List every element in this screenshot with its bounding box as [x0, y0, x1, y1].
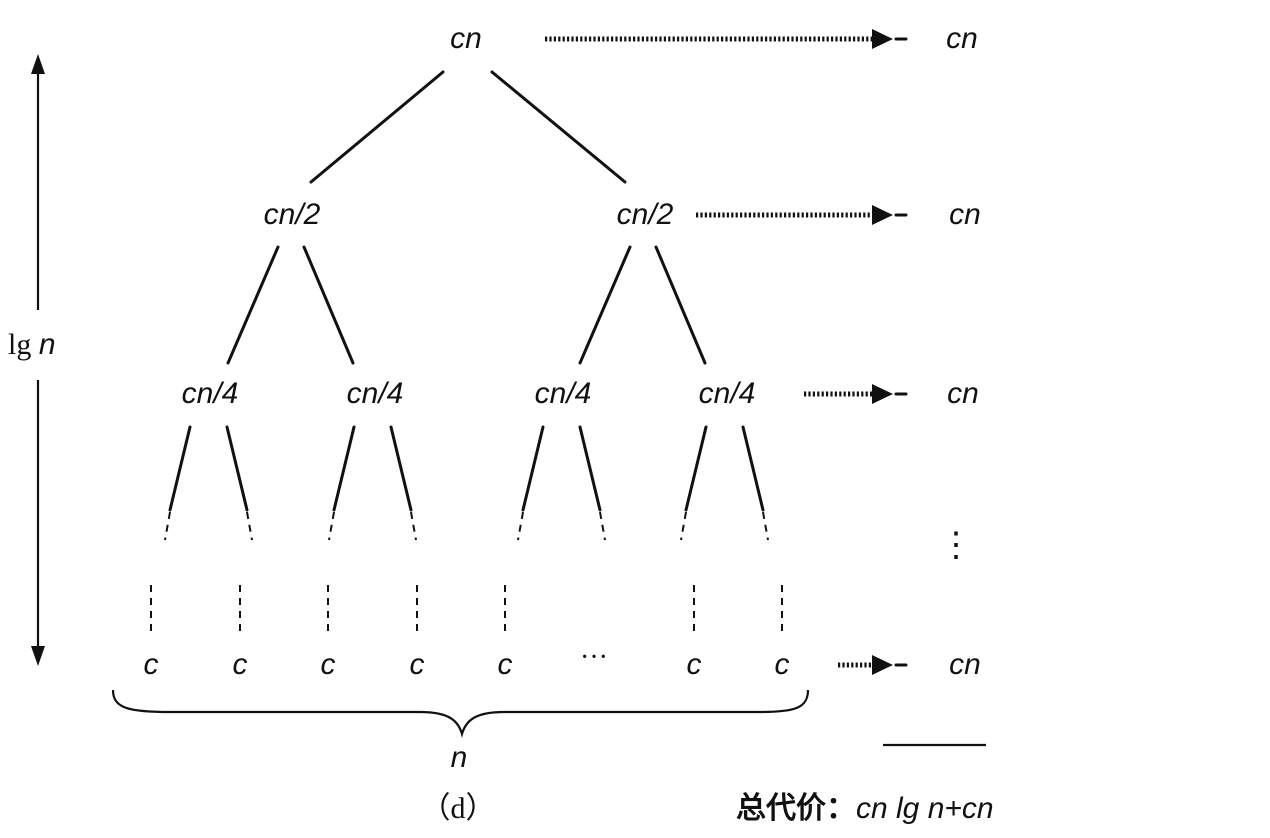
total-cost: 总代价：cn lg n+cn: [736, 791, 994, 826]
node-level1: cn/2: [264, 198, 321, 231]
node-leaf: c: [321, 648, 336, 681]
total-cost-label: 总代价：: [736, 791, 856, 826]
edge-dash-6: [599, 511, 606, 541]
level-cost: cn: [946, 22, 978, 55]
edge-dash-1: [164, 511, 171, 541]
level-costs: cn cn cn cn: [946, 22, 981, 681]
total-cost-value: cn lg n+cn: [856, 792, 994, 825]
tree-edges: [150, 70, 783, 636]
cost-arrow-head-icon: [872, 29, 893, 49]
node-leaf: c: [687, 648, 702, 681]
edge-l2b-left: [332, 425, 356, 512]
edge-root-left: [309, 70, 445, 184]
edge-l2d-left: [684, 425, 708, 512]
edge-l1a-right: [302, 245, 355, 365]
height-axis-down-arrow-icon: [31, 646, 45, 666]
node-level2: cn/4: [535, 377, 592, 410]
node-level2: cn/4: [699, 377, 756, 410]
height-axis-up-arrow-icon: [31, 54, 45, 74]
tree-nodes: cn cn/2 cn/2 cn/4 cn/4 cn/4 cn/4 c c c c…: [144, 22, 790, 681]
leaf-row-ellipsis: ···: [580, 642, 608, 673]
edge-l2a-right: [225, 425, 249, 512]
leaf-width-brace: [111, 689, 810, 738]
cost-arrow-head-icon: [872, 384, 893, 404]
edge-dash-4: [410, 511, 417, 541]
figure-caption: （d）: [421, 792, 496, 825]
cost-arrow-head-icon: [872, 205, 893, 225]
level-cost: cn: [949, 648, 981, 681]
node-level2: cn/4: [347, 377, 404, 410]
edge-dash-7: [680, 511, 687, 541]
node-leaf: c: [498, 648, 513, 681]
edge-dash-2: [246, 511, 253, 541]
edge-l2c-right: [578, 425, 602, 512]
node-leaf: c: [775, 648, 790, 681]
edge-l1b-right: [654, 245, 707, 365]
level-cost-vertical-ellipsis: ⋮: [939, 527, 973, 564]
edge-root-right: [490, 70, 627, 184]
node-leaf: c: [410, 648, 425, 681]
cost-arrows: [545, 29, 908, 675]
edge-dash-5: [517, 511, 524, 541]
level-cost: cn: [947, 377, 979, 410]
level-cost: cn: [949, 198, 981, 231]
edge-dash-3: [328, 511, 335, 541]
leaf-width-label: n: [451, 741, 468, 774]
height-axis-label: lg n: [8, 328, 56, 361]
node-leaf: c: [233, 648, 248, 681]
cost-arrow-head-icon: [872, 655, 893, 675]
edge-l1a-left: [226, 245, 280, 365]
height-axis: lg n: [8, 54, 56, 666]
node-root: cn: [450, 22, 482, 55]
edge-l2d-right: [741, 425, 765, 512]
edge-l2a-left: [168, 425, 192, 512]
edge-l2b-right: [389, 425, 413, 512]
node-leaf: c: [144, 648, 159, 681]
node-level1: cn/2: [617, 198, 674, 231]
edge-l1b-left: [578, 245, 632, 365]
edge-l2c-left: [521, 425, 545, 512]
edge-dash-8: [762, 511, 769, 541]
node-level2: cn/4: [182, 377, 239, 410]
